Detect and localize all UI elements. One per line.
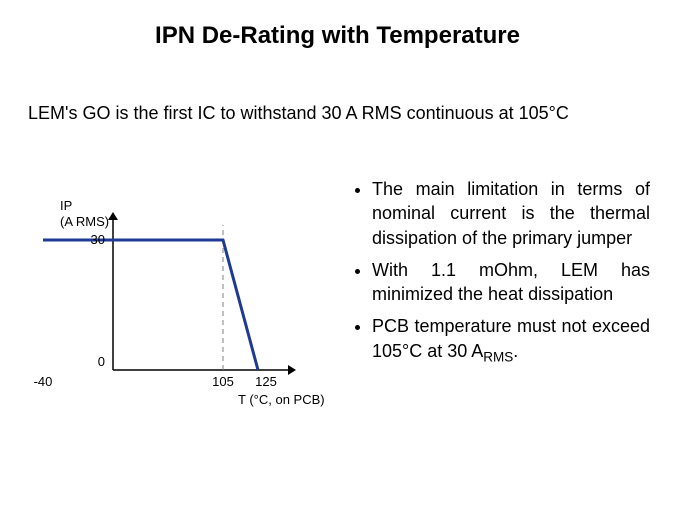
svg-text:30: 30	[91, 232, 105, 247]
bullet-item-2: With 1.1 mOhm, LEM has minimized the hea…	[372, 258, 650, 307]
bullet-item-1: The main limitation in terms of nominal …	[372, 177, 650, 250]
bullet-item-3: PCB temperature must not exceed 105°C at…	[372, 314, 650, 366]
page-title: IPN De-Rating with Temperature	[0, 22, 675, 50]
bullet-list: The main limitation in terms of nominal …	[350, 177, 650, 375]
subtitle-text: LEM's GO is the first IC to withstand 30…	[28, 103, 647, 124]
svg-text:125: 125	[255, 374, 277, 389]
bullet-3-sub: RMS	[483, 349, 513, 364]
svg-text:IP: IP	[60, 198, 72, 213]
svg-text:T (°C, on PCB): T (°C, on PCB)	[238, 392, 325, 407]
svg-text:0: 0	[98, 354, 105, 369]
svg-text:(A RMS): (A RMS)	[60, 214, 109, 229]
svg-text:-40: -40	[34, 374, 53, 389]
bullet-ul: The main limitation in terms of nominal …	[350, 177, 650, 367]
svg-text:105: 105	[212, 374, 234, 389]
bullet-3-tail: .	[513, 341, 518, 361]
derating-chart: IP(A RMS) 30 0 -40 105 125 T (°C, on PCB)	[28, 190, 328, 440]
chart-svg: IP(A RMS) 30 0 -40 105 125 T (°C, on PCB)	[28, 190, 328, 410]
